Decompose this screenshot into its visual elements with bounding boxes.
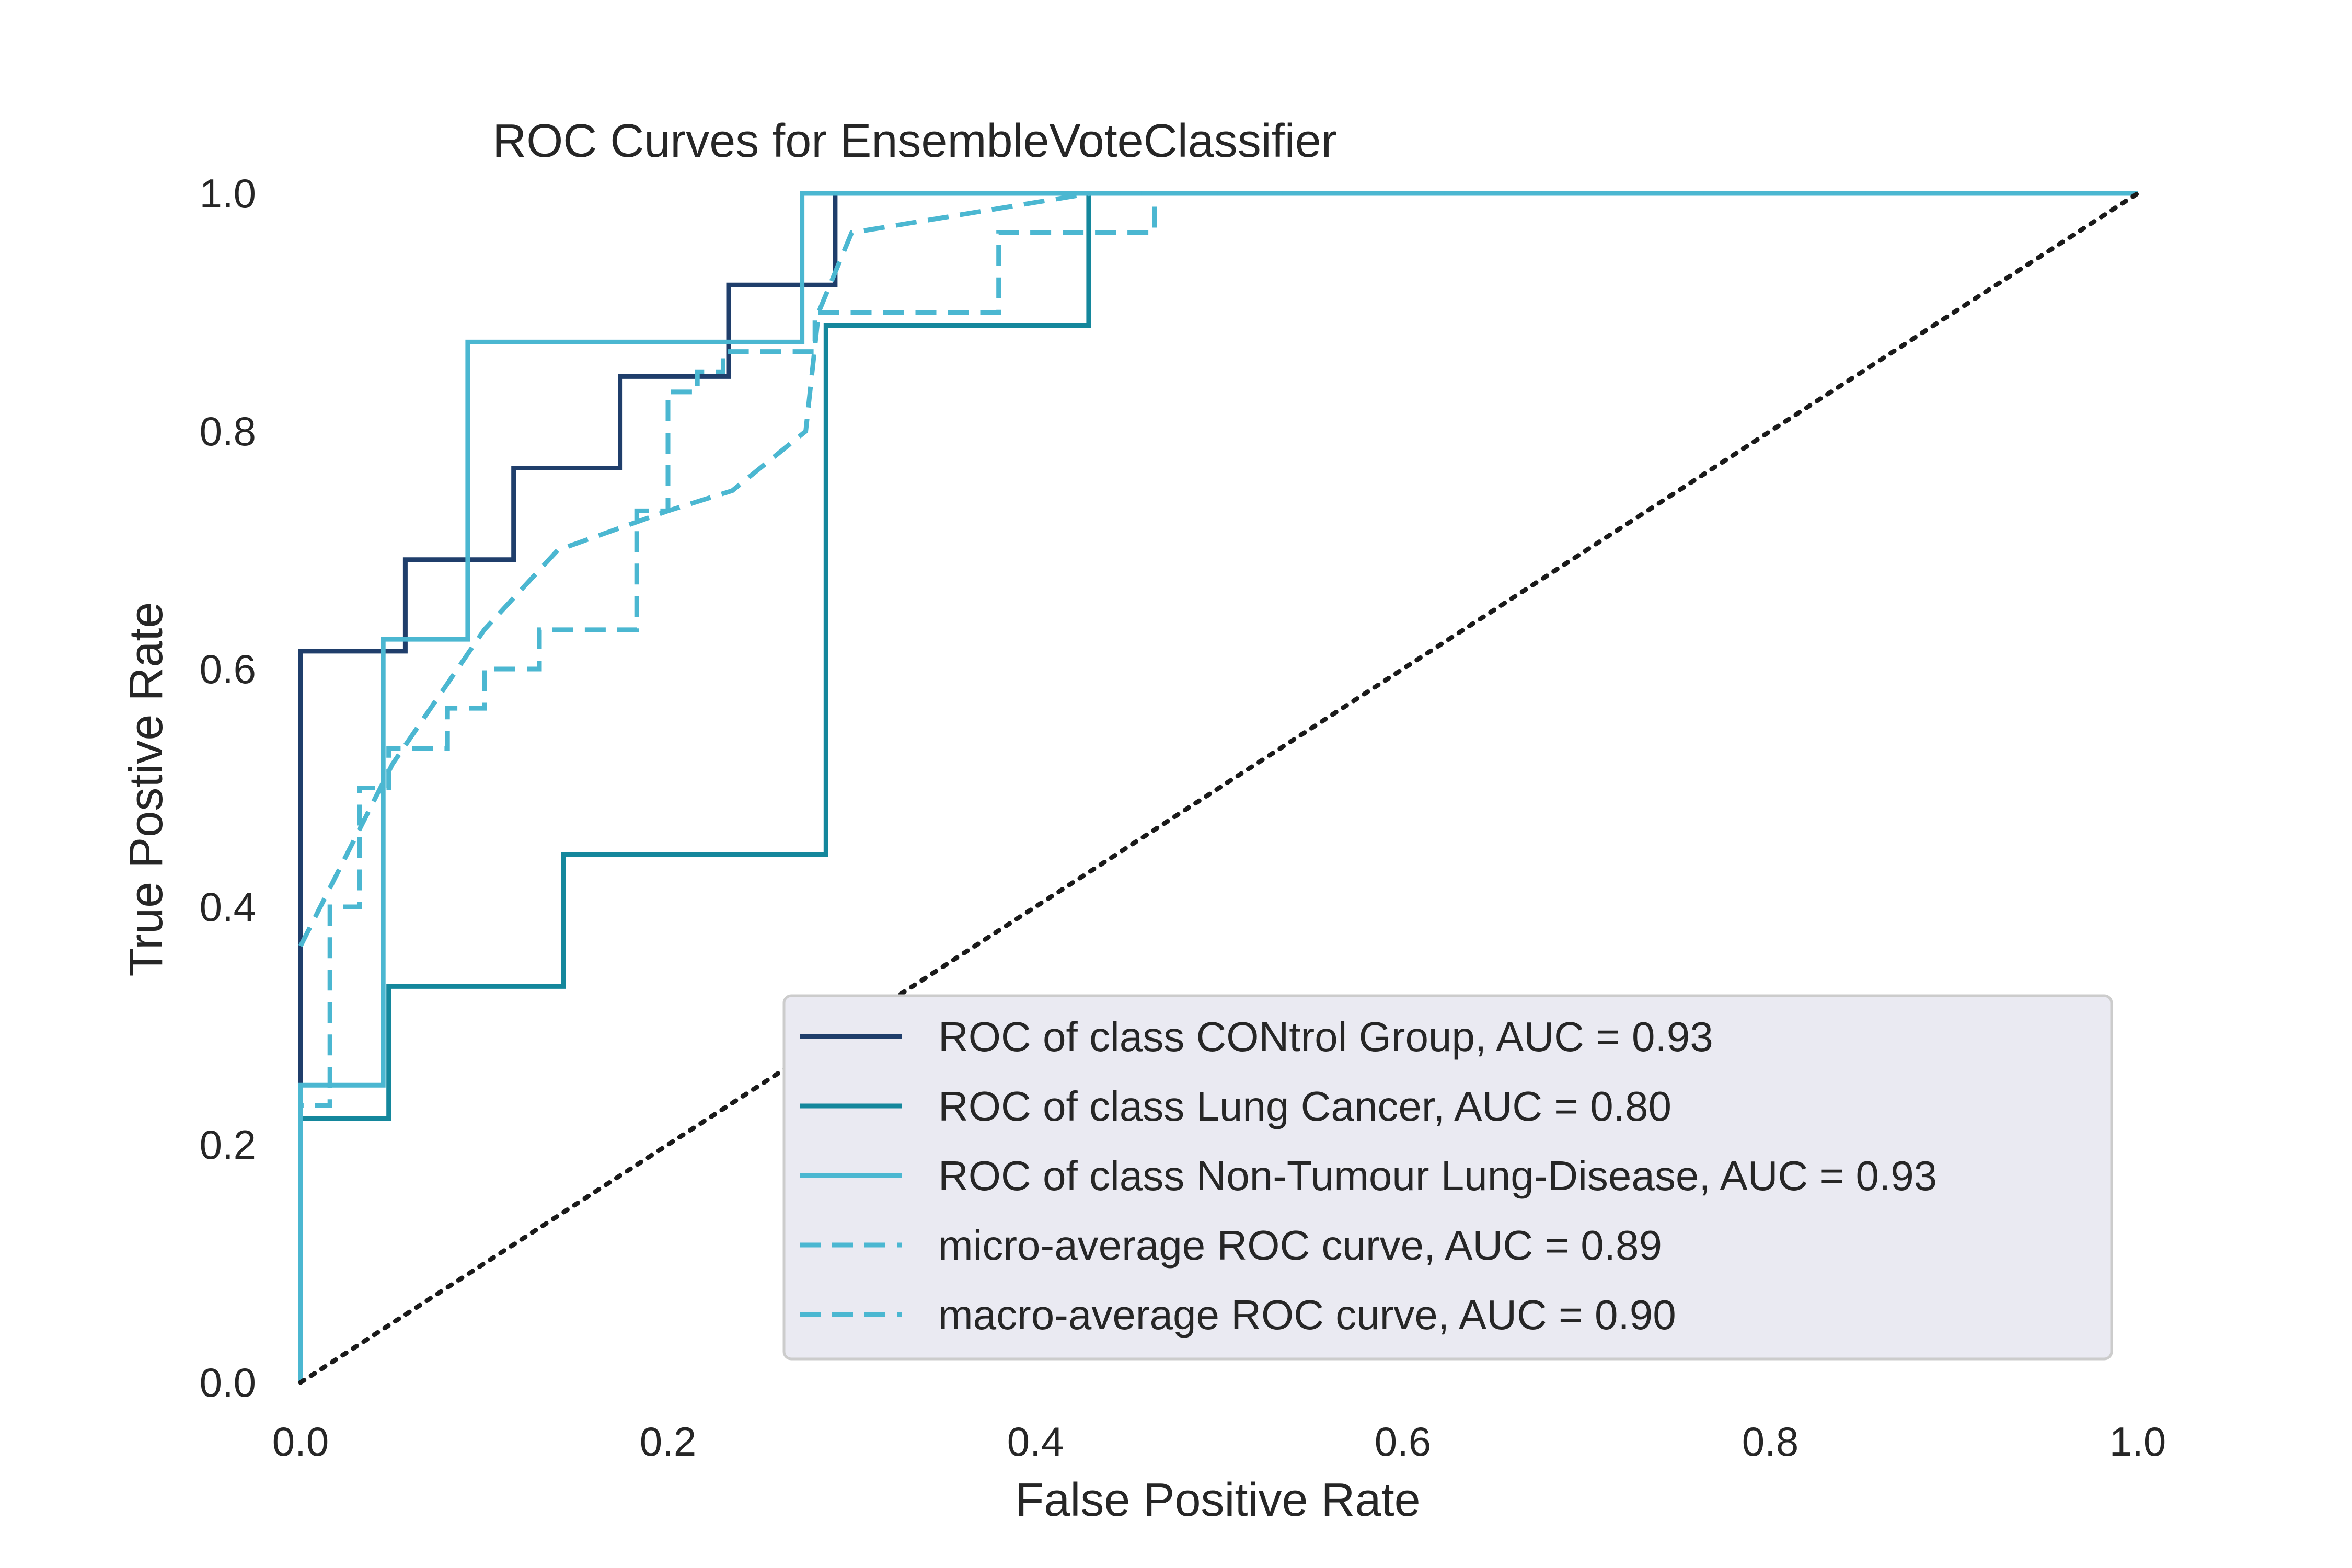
x-tick-labels: 0.0 0.2 0.4 0.6 0.8 1.0 — [272, 1419, 2166, 1465]
legend-items: ROC of class CONtrol Group, AUC = 0.93 RO… — [800, 1013, 1937, 1338]
legend-label: macro-average ROC curve, AUC = 0.90 — [938, 1292, 1676, 1338]
legend: ROC of class CONtrol Group, AUC = 0.93 RO… — [782, 994, 2113, 1361]
reference-diagonal-line — [298, 191, 2140, 1385]
chart-title: ROC Curves for EnsembleVoteClassifier — [492, 115, 1337, 167]
x-tick-label: 0.2 — [640, 1419, 696, 1465]
plot-lines — [298, 191, 2140, 1385]
legend-box — [782, 994, 2113, 1361]
series-line-1 — [298, 191, 2138, 1382]
x-tick-label: 0.4 — [1007, 1419, 1064, 1465]
x-axis-label: False Positive Rate — [1015, 1474, 1420, 1526]
x-tick-label: 0.0 — [272, 1419, 329, 1465]
y-tick-label: 1.0 — [200, 170, 256, 216]
legend-label: ROC of class Non-Tumour Lung-Disease, AU… — [938, 1152, 1937, 1199]
legend-label: ROC of class Lung Cancer, AUC = 0.80 — [938, 1083, 1671, 1129]
y-tick-label: 0.0 — [200, 1359, 256, 1405]
x-tick-label: 1.0 — [2109, 1419, 2166, 1465]
series-line-5 — [298, 191, 2138, 1382]
y-tick-label: 0.8 — [200, 408, 256, 454]
legend-label: ROC of class CONtrol Group, AUC = 0.93 — [938, 1013, 1713, 1060]
legend-label: micro-average ROC curve, AUC = 0.89 — [938, 1222, 1662, 1269]
y-tick-label: 0.2 — [200, 1122, 256, 1168]
y-tick-label: 0.6 — [200, 646, 256, 692]
x-tick-label: 0.6 — [1375, 1419, 1431, 1465]
y-tick-labels: 0.0 0.2 0.4 0.6 0.8 1.0 — [200, 170, 256, 1405]
y-axis-label: True Postive Rate — [120, 602, 172, 977]
y-tick-label: 0.4 — [200, 884, 256, 930]
series-line-4 — [298, 191, 2138, 948]
series-line-2 — [298, 191, 2138, 1382]
x-tick-label: 0.8 — [1742, 1419, 1798, 1465]
